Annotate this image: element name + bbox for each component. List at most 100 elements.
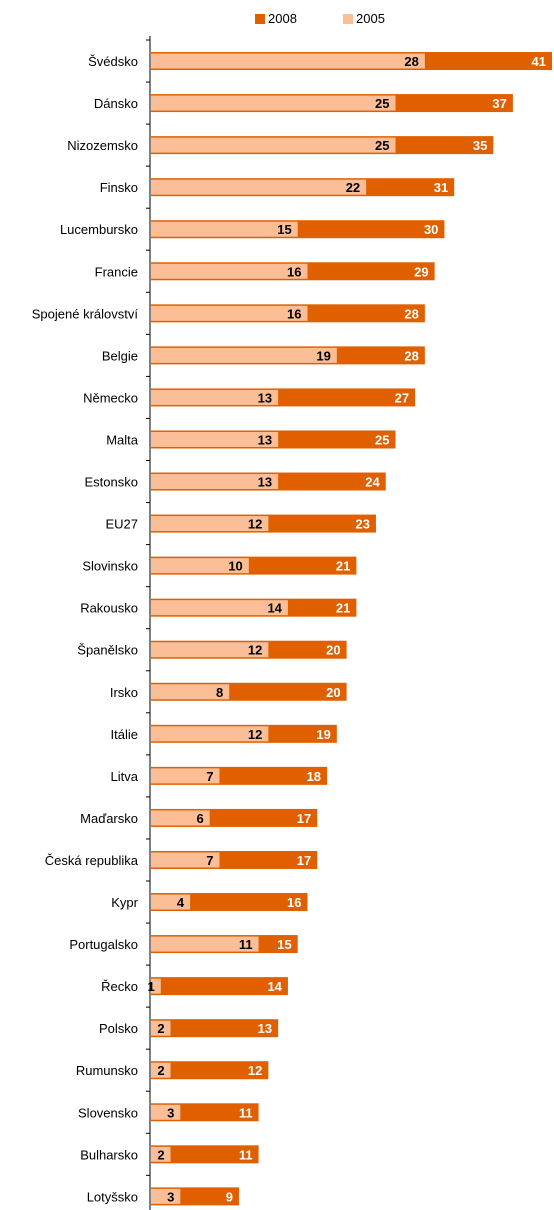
- value-label-2008: 9: [226, 1189, 233, 1204]
- category-label: Řecko: [101, 979, 138, 994]
- value-label-2005: 13: [258, 432, 272, 447]
- bar-2005: [151, 305, 308, 321]
- value-label-2005: 16: [287, 264, 301, 279]
- bar-2005: [151, 558, 249, 574]
- value-label-2008: 25: [375, 432, 389, 447]
- value-label-2005: 16: [287, 306, 301, 321]
- category-label: Rakousko: [80, 601, 138, 616]
- value-label-2008: 37: [492, 96, 506, 111]
- category-label: Francie: [95, 264, 138, 279]
- bar-2005: [151, 347, 337, 363]
- category-label: Spojené království: [32, 306, 139, 321]
- category-label: Malta: [106, 432, 139, 447]
- bar-2005: [151, 1146, 171, 1162]
- bar-2005: [151, 1104, 181, 1120]
- bar-2005: [151, 894, 191, 910]
- bar-2005: [151, 810, 210, 826]
- value-label-2008: 35: [473, 138, 487, 153]
- bar-2005: [151, 1020, 171, 1036]
- value-label-2008: 11: [239, 1147, 253, 1162]
- value-label-2005: 28: [404, 54, 418, 69]
- value-label-2005: 7: [206, 853, 213, 868]
- category-axis: Švédsko Dánsko Nizozemsko Finsko Lucembursko…: [32, 36, 151, 1210]
- category-label: Lucembursko: [60, 222, 138, 237]
- bar-2008: [151, 1061, 269, 1080]
- value-label-2008: 11: [239, 1105, 253, 1120]
- category-label: Bulharsko: [80, 1147, 138, 1162]
- value-label-2008: 30: [424, 222, 438, 237]
- category-label: Itálie: [111, 727, 138, 742]
- value-label-2008: 29: [414, 264, 428, 279]
- value-label-2008: 18: [307, 769, 321, 784]
- bar-2005: [151, 768, 220, 784]
- category-label: Lotyšsko: [87, 1189, 138, 1204]
- legend-label-2005: 2005: [356, 11, 385, 26]
- value-label-2005: 13: [258, 475, 272, 490]
- legend-swatch-2005: [343, 14, 353, 24]
- value-label-2005: 1: [148, 979, 155, 994]
- bars: 4128372535253122301529162816281927132513…: [148, 52, 552, 1206]
- value-label-2005: 10: [228, 559, 242, 574]
- value-label-2005: 2: [157, 1021, 164, 1036]
- value-label-2005: 2: [157, 1063, 164, 1078]
- value-label-2008: 23: [355, 517, 369, 532]
- value-label-2005: 12: [248, 517, 262, 532]
- bar-2005: [151, 642, 269, 658]
- value-label-2008: 17: [297, 811, 311, 826]
- category-label: Polsko: [99, 1021, 138, 1036]
- value-label-2005: 3: [167, 1105, 174, 1120]
- bar-2005: [151, 474, 279, 490]
- bar-2008: [151, 1145, 259, 1164]
- value-label-2008: 21: [336, 559, 350, 574]
- value-label-2005: 4: [177, 895, 185, 910]
- value-label-2005: 3: [167, 1189, 174, 1204]
- bar-2005: [151, 221, 298, 237]
- value-label-2005: 2: [157, 1147, 164, 1162]
- bar-2008: [151, 1019, 279, 1038]
- legend-swatch-2008: [255, 14, 265, 24]
- bar-2005: [151, 95, 396, 111]
- value-label-2005: 6: [196, 811, 203, 826]
- value-label-2005: 15: [277, 222, 291, 237]
- bar-2005: [151, 600, 288, 616]
- category-label: Německo: [83, 390, 138, 405]
- value-label-2005: 8: [216, 685, 223, 700]
- bar-2005: [151, 684, 230, 700]
- value-label-2005: 11: [239, 937, 253, 952]
- bar-2005: [151, 1062, 171, 1078]
- value-label-2005: 19: [316, 348, 330, 363]
- value-label-2005: 12: [248, 643, 262, 658]
- value-label-2008: 13: [258, 1021, 272, 1036]
- value-label-2005: 25: [375, 96, 389, 111]
- bar-2005: [151, 431, 279, 447]
- category-label: Česká republika: [45, 853, 139, 868]
- category-label: EU27: [105, 517, 138, 532]
- value-label-2008: 16: [287, 895, 301, 910]
- value-label-2008: 21: [336, 601, 350, 616]
- category-label: Finsko: [100, 180, 138, 195]
- bar-2005: [151, 726, 269, 742]
- bar-2005: [151, 179, 367, 195]
- bar-2005: [151, 137, 396, 153]
- category-label: Belgie: [102, 348, 138, 363]
- category-label: Slovensko: [78, 1105, 138, 1120]
- category-label: Maďarsko: [80, 811, 138, 826]
- value-label-2008: 31: [434, 180, 448, 195]
- category-label: Nizozemsko: [67, 138, 138, 153]
- bar-2005: [151, 1188, 181, 1204]
- value-label-2008: 19: [316, 727, 330, 742]
- value-label-2008: 15: [277, 937, 291, 952]
- value-label-2008: 41: [532, 54, 546, 69]
- value-label-2005: 12: [248, 727, 262, 742]
- bar-2005: [151, 389, 279, 405]
- category-label: Rumunsko: [76, 1063, 138, 1078]
- category-label: Kypr: [111, 895, 138, 910]
- category-label: Španělsko: [77, 643, 138, 658]
- value-label-2008: 28: [404, 348, 418, 363]
- category-label: Irsko: [110, 685, 138, 700]
- bar-2005: [151, 978, 161, 994]
- category-label: Portugalsko: [69, 937, 138, 952]
- category-label: Švédsko: [88, 54, 138, 69]
- value-label-2005: 14: [267, 601, 282, 616]
